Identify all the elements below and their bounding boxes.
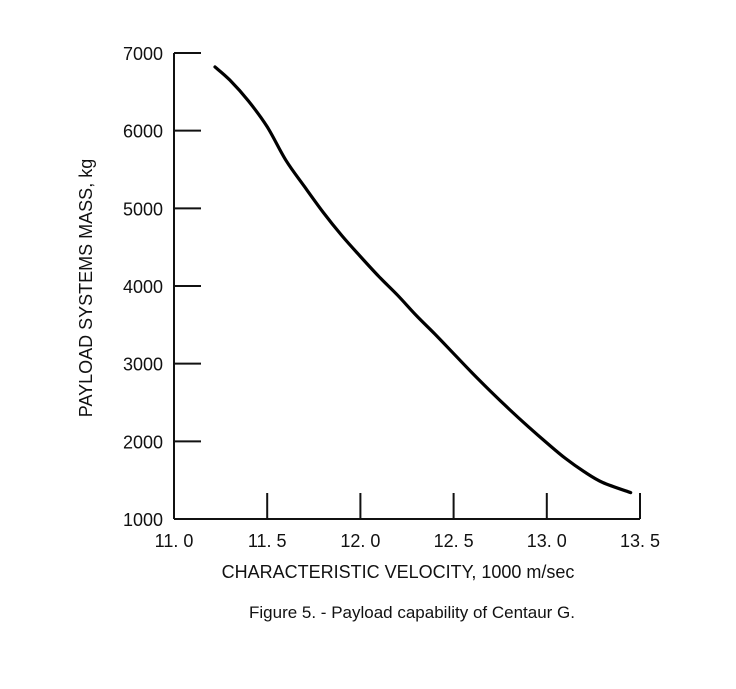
tick-labels: 1000 2000 3000 4000 5000 6000 7000 11. 0 11. 5 12…: [123, 44, 660, 551]
x-tick-label: 12. 0: [340, 531, 380, 551]
y-tick-label: 7000: [123, 44, 163, 64]
x-tick-label: 11. 0: [155, 531, 194, 551]
y-tick-label: 2000: [123, 432, 163, 452]
y-axis-title: PAYLOAD SYSTEMS MASS, kg: [76, 159, 96, 417]
x-tick-label: 12. 5: [434, 531, 474, 551]
y-tick-label: 5000: [123, 199, 163, 219]
series-group: [213, 65, 633, 495]
y-tick-label: 3000: [123, 355, 163, 375]
payload-curve: [213, 65, 633, 495]
figure-caption: Figure 5. - Payload capability of Centau…: [249, 603, 575, 622]
y-tick-label: 6000: [123, 122, 163, 142]
axes: [173, 53, 640, 520]
x-axis-title: CHARACTERISTIC VELOCITY, 1000 m/sec: [222, 562, 575, 582]
y-tick-label: 1000: [123, 510, 163, 530]
ticks: [174, 52, 641, 519]
x-tick-label: 13. 0: [527, 531, 567, 551]
x-tick-label: 11. 5: [248, 531, 287, 551]
y-tick-label: 4000: [123, 277, 163, 297]
x-tick-label: 13. 5: [620, 531, 660, 551]
